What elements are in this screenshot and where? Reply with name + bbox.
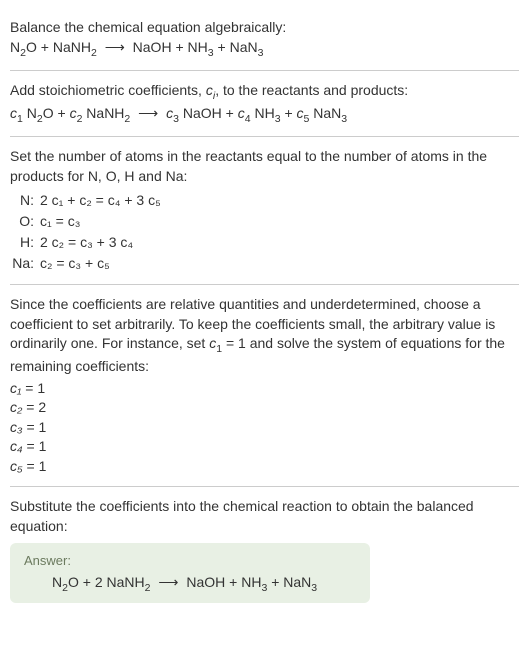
table-row: O: c₁ = c₃ bbox=[12, 211, 519, 232]
term: NaNH2 bbox=[53, 39, 97, 55]
solution-list: c₁ = 1 c₂ = 2 c₃ = 1 c₄ = 1 c₅ = 1 bbox=[10, 379, 519, 477]
list-item: c₅ = 1 bbox=[10, 457, 519, 477]
section-atom-balance: Set the number of atoms in the reactants… bbox=[10, 136, 519, 284]
table-row: H: 2 c₂ = c₃ + 3 c₄ bbox=[12, 232, 519, 253]
answer-intro: Substitute the coefficients into the che… bbox=[10, 497, 519, 536]
problem-title: Balance the chemical equation algebraica… bbox=[10, 18, 519, 38]
section-solve: Since the coefficients are relative quan… bbox=[10, 284, 519, 486]
plus: + bbox=[41, 39, 53, 55]
coeff-intro: Add stoichiometric coefficients, ci, to … bbox=[10, 81, 519, 103]
answer-equation: N2O + 2 NaNH2 ⟶ NaOH + NH3 + NaN3 bbox=[24, 574, 356, 594]
term: NaN3 bbox=[230, 39, 264, 55]
problem-equation: N2O + NaNH2 ⟶ NaOH + NH3 + NaN3 bbox=[10, 38, 519, 60]
solve-intro: Since the coefficients are relative quan… bbox=[10, 295, 519, 376]
term: NaOH bbox=[133, 39, 172, 55]
section-answer: Substitute the coefficients into the che… bbox=[10, 486, 519, 613]
term: NH3 bbox=[188, 39, 214, 55]
list-item: c₄ = 1 bbox=[10, 437, 519, 457]
arrow-icon: ⟶ bbox=[138, 104, 158, 124]
coeff-equation: c1 N2O + c2 NaNH2 ⟶ c3 NaOH + c4 NH3 + c… bbox=[10, 104, 519, 126]
list-item: c₁ = 1 bbox=[10, 379, 519, 399]
arrow-icon: ⟶ bbox=[158, 574, 178, 591]
arrow-icon: ⟶ bbox=[105, 38, 125, 58]
list-item: c₃ = 1 bbox=[10, 418, 519, 438]
table-row: Na: c₂ = c₃ + c₅ bbox=[12, 253, 519, 274]
plus: + bbox=[175, 39, 187, 55]
table-row: N: 2 c₁ + c₂ = c₄ + 3 c₅ bbox=[12, 190, 519, 211]
term: N2O bbox=[10, 39, 37, 55]
section-coefficients: Add stoichiometric coefficients, ci, to … bbox=[10, 70, 519, 136]
answer-label: Answer: bbox=[24, 553, 356, 568]
answer-box: Answer: N2O + 2 NaNH2 ⟶ NaOH + NH3 + NaN… bbox=[10, 543, 370, 604]
atom-intro: Set the number of atoms in the reactants… bbox=[10, 147, 519, 186]
plus: + bbox=[218, 39, 230, 55]
list-item: c₂ = 2 bbox=[10, 398, 519, 418]
atom-table: N: 2 c₁ + c₂ = c₄ + 3 c₅ O: c₁ = c₃ H: 2… bbox=[12, 190, 519, 274]
section-problem: Balance the chemical equation algebraica… bbox=[10, 8, 519, 70]
